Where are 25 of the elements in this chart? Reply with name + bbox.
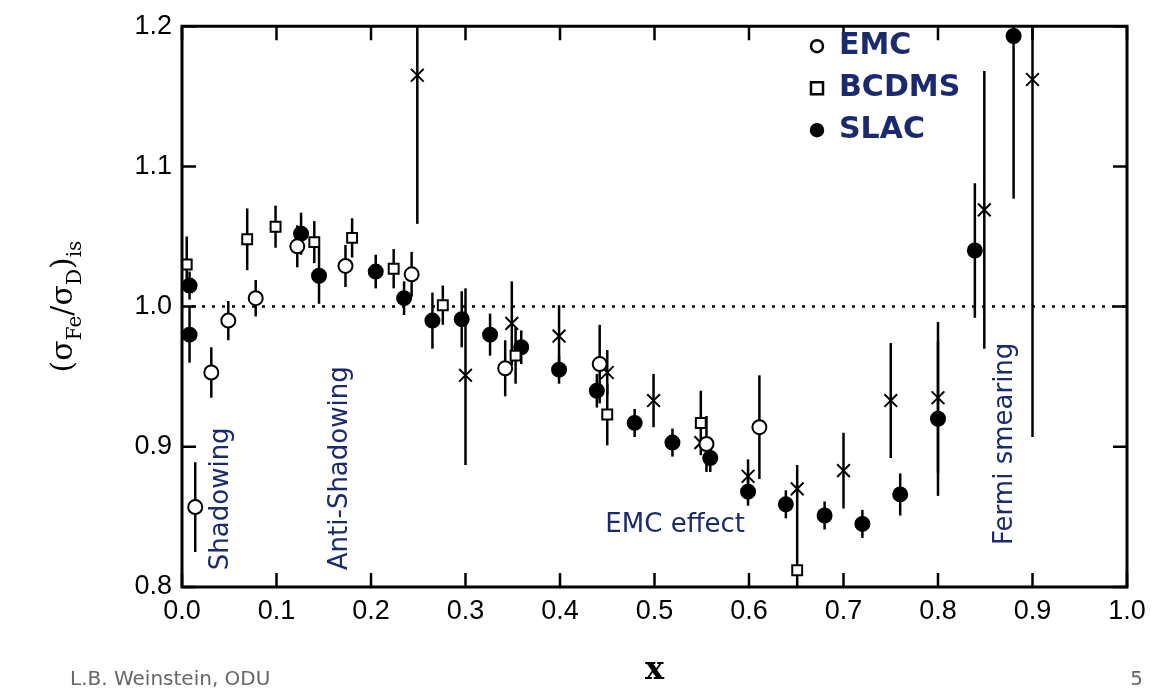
annotation: EMC effect	[605, 508, 746, 539]
annotation: Fermi smearing	[987, 342, 1018, 545]
x-tick-label: 0.9	[1013, 594, 1052, 625]
y-tick-label: 1.2	[134, 9, 172, 40]
text: L.B. Weinstein, ODU	[70, 666, 271, 690]
y-axis-title: (σFe/σD)is	[44, 240, 86, 373]
legend-label: BCDMS	[839, 68, 961, 103]
y-tick-label: 1.0	[134, 290, 172, 321]
legend-label: SLAC	[839, 110, 925, 145]
x-tick-label: 0.3	[446, 594, 485, 625]
x-tick-label: 0.4	[541, 594, 579, 625]
annotation: Anti-Shadowing	[322, 366, 353, 571]
y-tick-label: 0.9	[134, 430, 172, 461]
x-axis-title: x	[644, 649, 665, 688]
x-tick-label: 0.7	[824, 594, 863, 625]
y-tick-label: 1.1	[134, 149, 172, 180]
x-tick-label: 0.8	[919, 594, 957, 625]
legend-label: EMC	[839, 26, 912, 61]
x-tick-label: 0.5	[635, 594, 674, 625]
x-tick-label: 0.2	[352, 594, 390, 625]
x-tick-label: 0.1	[257, 594, 296, 625]
x-tick-label: 0.6	[730, 594, 768, 625]
x-tick-label: 1.0	[1108, 594, 1146, 625]
annotation: Shadowing	[204, 427, 235, 571]
text: 5	[1130, 666, 1143, 690]
